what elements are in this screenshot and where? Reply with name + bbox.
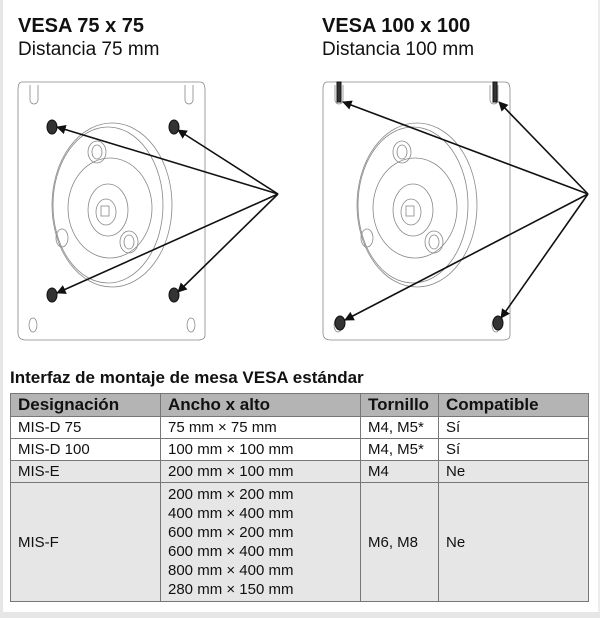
cell-size: 200 mm × 100 mm bbox=[160, 460, 361, 483]
cell-screw: M6, M8 bbox=[360, 482, 439, 602]
size-line: 280 mm × 150 mm bbox=[168, 581, 294, 598]
column-header: Compatible bbox=[438, 393, 589, 417]
size-line: 600 mm × 200 mm bbox=[168, 524, 294, 541]
table-row: MIS-E 200 mm × 100 mm M4 Ne bbox=[10, 460, 589, 483]
vesa-diagrams bbox=[17, 81, 589, 341]
cell-size: 100 mm × 100 mm bbox=[160, 438, 361, 461]
frame-border bbox=[0, 0, 3, 618]
vesa-100-plate bbox=[322, 81, 589, 341]
cell-designation: MIS-D 100 bbox=[10, 438, 161, 461]
size-line: 400 mm × 400 mm bbox=[168, 505, 294, 522]
vesa-75-plate bbox=[17, 81, 279, 341]
frame-border bbox=[0, 612, 600, 618]
cell-compatible: Sí bbox=[438, 438, 589, 461]
cell-designation: MIS-E bbox=[10, 460, 161, 483]
vesa-table: Designación Ancho x alto Tornillo Compat… bbox=[10, 393, 589, 602]
cell-screw: M4, M5* bbox=[360, 438, 439, 461]
cell-sizes: 200 mm × 200 mm 400 mm × 400 mm 600 mm ×… bbox=[160, 482, 361, 602]
column-header: Ancho x alto bbox=[160, 393, 361, 417]
cell-compatible: Sí bbox=[438, 416, 589, 439]
table-row: MIS-D 75 75 mm × 75 mm M4, M5* Sí bbox=[10, 416, 589, 439]
diagram-subtitle-75: Distancia 75 mm bbox=[18, 39, 160, 60]
cell-size: 75 mm × 75 mm bbox=[160, 416, 361, 439]
table-header-row: Designación Ancho x alto Tornillo Compat… bbox=[10, 393, 589, 417]
column-header: Designación bbox=[10, 393, 161, 417]
size-line: 800 mm × 400 mm bbox=[168, 562, 294, 579]
size-line: 200 mm × 200 mm bbox=[168, 486, 294, 503]
table-row: MIS-D 100 100 mm × 100 mm M4, M5* Sí bbox=[10, 438, 589, 461]
diagram-title-75: VESA 75 x 75 bbox=[18, 15, 145, 37]
diagram-title-100: VESA 100 x 100 bbox=[322, 15, 471, 37]
cell-designation: MIS-F bbox=[10, 482, 161, 602]
cell-screw: M4, M5* bbox=[360, 416, 439, 439]
cell-designation: MIS-D 75 bbox=[10, 416, 161, 439]
cell-compatible: Ne bbox=[438, 482, 589, 602]
table-caption: Interfaz de montaje de mesa VESA estánda… bbox=[10, 368, 364, 387]
cell-screw: M4 bbox=[360, 460, 439, 483]
cell-compatible: Ne bbox=[438, 460, 589, 483]
table-row: MIS-F 200 mm × 200 mm 400 mm × 400 mm 60… bbox=[10, 482, 589, 602]
frame-border bbox=[598, 0, 600, 618]
diagram-subtitle-100: Distancia 100 mm bbox=[322, 39, 475, 60]
column-header: Tornillo bbox=[360, 393, 439, 417]
size-line: 600 mm × 400 mm bbox=[168, 543, 294, 560]
